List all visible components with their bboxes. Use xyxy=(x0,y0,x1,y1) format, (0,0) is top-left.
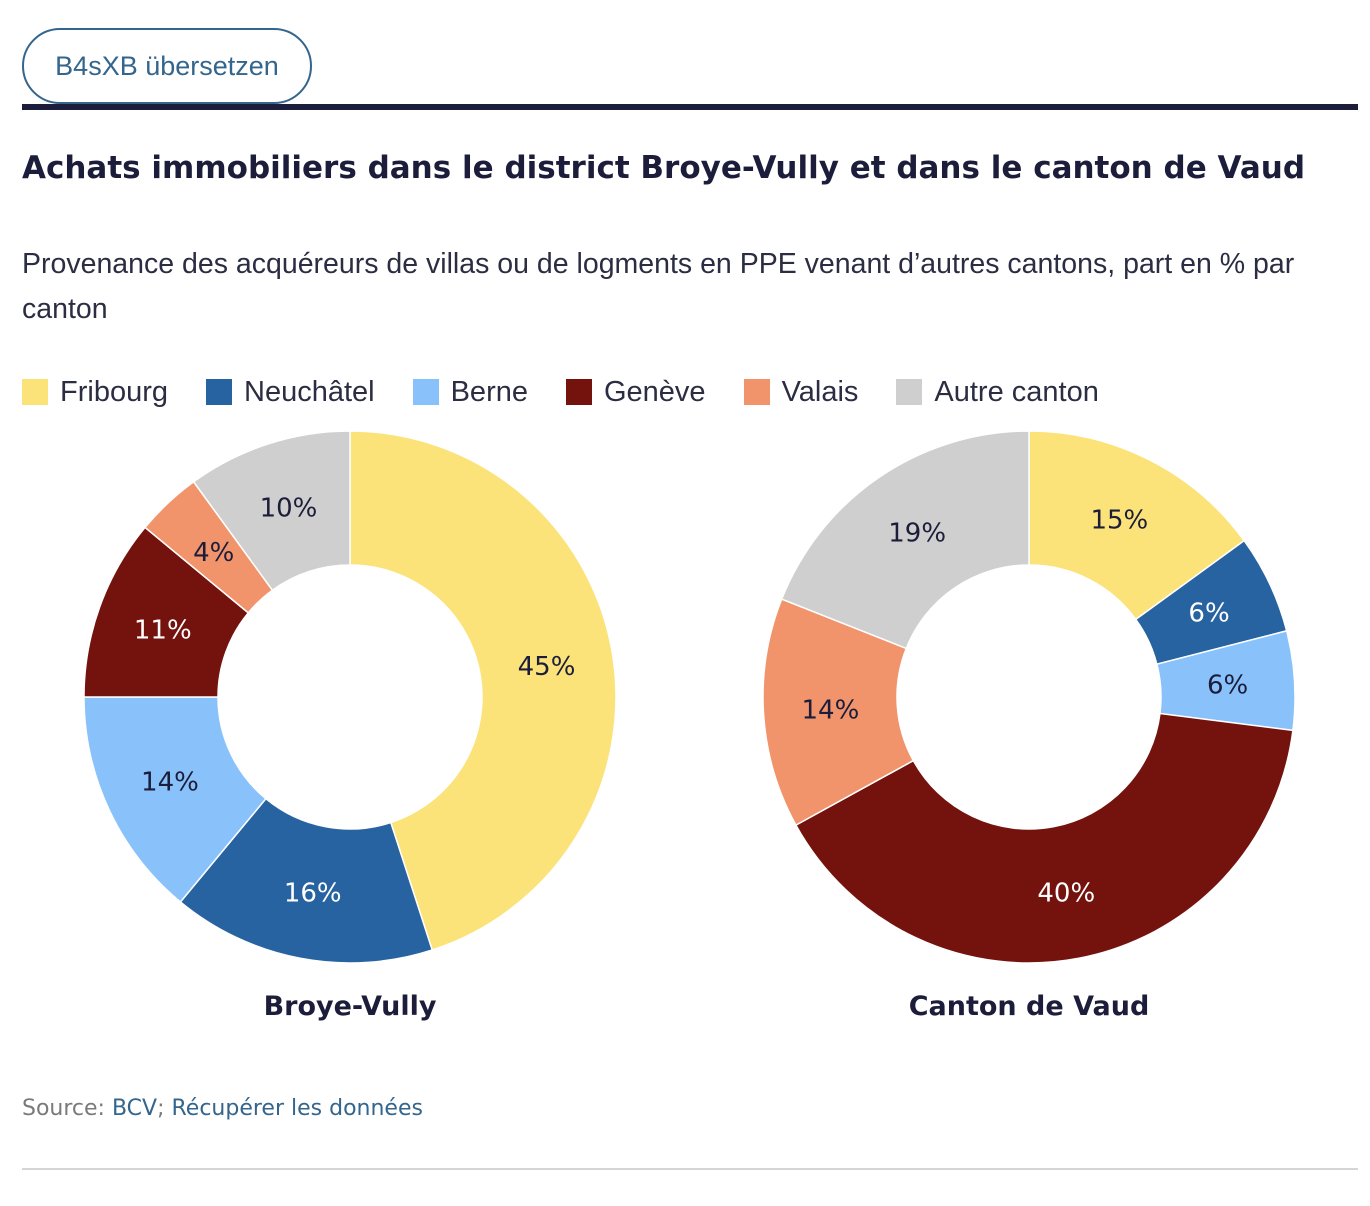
legend-item-autre-canton: Autre canton xyxy=(896,375,1099,409)
legend-label: Autre canton xyxy=(934,375,1099,408)
source-separator: ; xyxy=(157,1096,172,1121)
slice-label: 19% xyxy=(888,518,946,548)
legend: Fribourg Neuchâtel Berne Genève Valais A… xyxy=(22,370,1137,414)
legend-swatch xyxy=(565,379,592,405)
source-line: Source: BCV; Récupérer les données xyxy=(22,1096,423,1121)
legend-item-berne: Berne xyxy=(412,375,528,409)
slice-gen-ve xyxy=(794,712,1294,964)
slice-label: 15% xyxy=(1090,506,1148,536)
chart-name-broye-vully: Broye-Vully xyxy=(264,991,437,1022)
slice-label: 14% xyxy=(801,695,859,725)
slice-label: 6% xyxy=(1188,598,1229,628)
legend-label: Neuchâtel xyxy=(244,375,375,408)
legend-label: Genève xyxy=(603,375,706,408)
legend-label: Fribourg xyxy=(60,375,168,408)
legend-swatch xyxy=(896,379,923,405)
legend-item-geneve: Genève xyxy=(565,375,706,409)
chart-subtitle: Provenance des acquéreurs de villas ou d… xyxy=(22,248,1295,325)
slice-label: 14% xyxy=(141,768,199,798)
donut-charts: 45% 16% 14% 11% 4% 10% 15% 6% 6% 40% 14% 19% Broye… xyxy=(83,430,1296,1022)
top-divider xyxy=(22,104,1358,110)
bottom-divider xyxy=(22,1168,1358,1170)
slice-valais xyxy=(762,598,915,827)
donut-chart-broye-vully: 45% 16% 14% 11% 4% 10% xyxy=(83,430,617,964)
chart-title: Achats immobiliers dans le district Broy… xyxy=(22,150,1306,186)
source-link-bcv[interactable]: BCV xyxy=(111,1096,158,1121)
slice-label: 6% xyxy=(1207,671,1248,701)
legend-item-fribourg: Fribourg xyxy=(22,376,168,409)
legend-label: Valais xyxy=(781,375,859,408)
slice-label: 40% xyxy=(1037,878,1095,908)
slice-label: 45% xyxy=(518,652,576,682)
slice-label: 10% xyxy=(260,494,318,524)
legend-swatch xyxy=(22,379,48,405)
translate-button[interactable]: B4sXB übersetzen xyxy=(22,28,312,104)
legend-item-valais: Valais xyxy=(743,375,859,409)
slice-label: 11% xyxy=(134,616,192,646)
chart-name-canton-de-vaud: Canton de Vaud xyxy=(909,991,1150,1022)
slice-neuch-tel xyxy=(179,797,434,964)
slice-berne xyxy=(83,696,267,904)
slice-autre-canton xyxy=(192,430,351,592)
donut-chart-canton-de-vaud: 15% 6% 6% 40% 14% 19% xyxy=(762,430,1296,964)
slice-fribourg xyxy=(349,430,617,951)
legend-swatch xyxy=(206,379,232,405)
legend-label: Berne xyxy=(450,375,528,408)
slice-label: 16% xyxy=(284,878,342,908)
slice-autre-canton xyxy=(780,430,1030,650)
slice-fribourg xyxy=(1028,430,1246,621)
legend-swatch xyxy=(412,379,439,405)
legend-item-neuchatel: Neuchâtel xyxy=(206,376,375,409)
legend-swatch xyxy=(743,379,770,405)
download-data-link[interactable]: Récupérer les données xyxy=(171,1096,423,1121)
source-prefix: Source: xyxy=(22,1096,112,1121)
slice-label: 4% xyxy=(193,538,234,568)
